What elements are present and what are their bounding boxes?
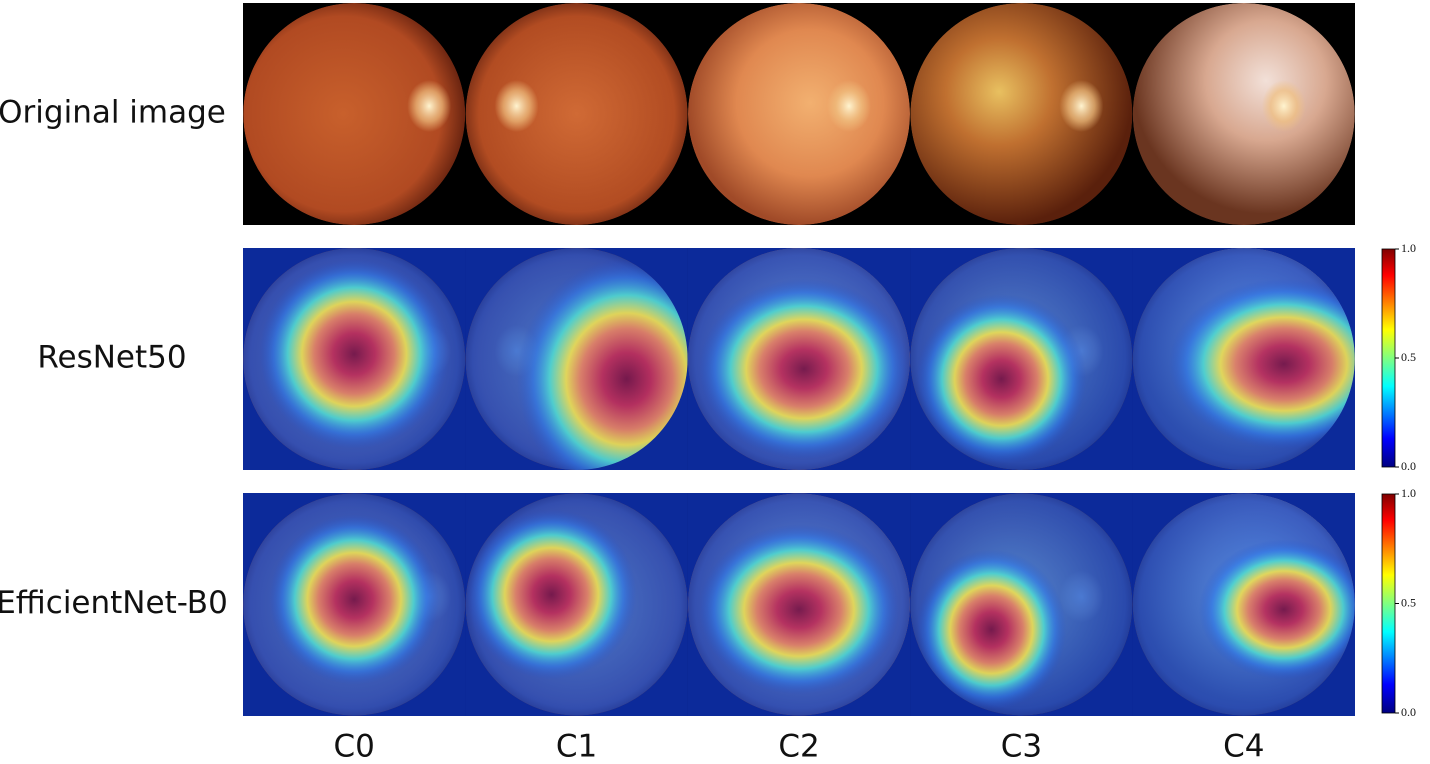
fundus-disc [910,248,1133,470]
column-label: C2 [778,729,819,764]
heatmap-blob [916,294,1087,464]
heatmap-blob [466,509,637,680]
fundus-disc [243,493,466,716]
fundus-image [243,3,466,225]
fundus-image [465,248,688,470]
column-label: C1 [556,729,597,764]
fundus-image [243,493,466,716]
fundus-disc [688,3,910,225]
fundus-disc [910,493,1133,716]
colorbar [1381,493,1396,714]
colorbar-tick-label: 0.5 [1401,350,1416,364]
optic-disc [1261,80,1306,132]
colorbar-tick-label: 0.0 [1401,705,1416,719]
row-label: Original image [0,95,226,131]
retina [465,3,688,225]
heatmap-blob [699,524,899,695]
retina [910,3,1133,225]
fundus-disc [688,248,910,470]
fundus-disc [1132,3,1355,225]
column-label: C4 [1223,729,1264,764]
heatmap-blob [259,259,450,449]
fundus-image [910,248,1133,470]
fundus-image [1132,3,1355,225]
retina [688,3,910,225]
fundus-image [910,3,1133,225]
fundus-image [910,493,1133,716]
row-label: ResNet50 [37,340,186,376]
fundus-image [465,493,688,716]
colorbar [1381,248,1396,468]
fundus-disc [243,3,466,225]
fundus-image [465,3,688,225]
fundus-image [687,493,911,716]
row-label: EfficientNet-B0 [0,585,228,621]
colorbar-tick-label: 1.0 [1401,486,1416,500]
fundus-image [1132,493,1355,716]
heatmap-blob [699,279,909,459]
fundus-image [1132,248,1355,470]
optic-disc [827,80,871,132]
fundus-disc [465,3,688,225]
colorbar-tick-label: 0.5 [1401,595,1416,609]
optic-disc [494,80,539,132]
colorbar-tick-label: 0.0 [1401,459,1416,473]
heatmap-blob [269,514,440,685]
fundus-disc [910,3,1133,225]
fundus-image [687,248,911,470]
column-label: C0 [334,729,375,764]
fundus-disc [243,248,466,470]
column-label: C3 [1001,729,1042,764]
retina [243,3,466,225]
heatmap-blob [916,549,1067,710]
fundus-disc [1132,493,1355,716]
colorbar-tick-label: 1.0 [1401,241,1416,255]
fundus-disc [465,493,688,716]
heatmap-blob [1168,279,1355,449]
optic-disc [1059,80,1104,132]
optic-disc [407,80,452,132]
fundus-image [688,3,910,225]
retina [1132,3,1355,225]
fundus-disc [1132,248,1355,470]
fundus-image [243,248,466,470]
fundus-disc [688,493,910,716]
heatmap-blob [1198,539,1355,680]
